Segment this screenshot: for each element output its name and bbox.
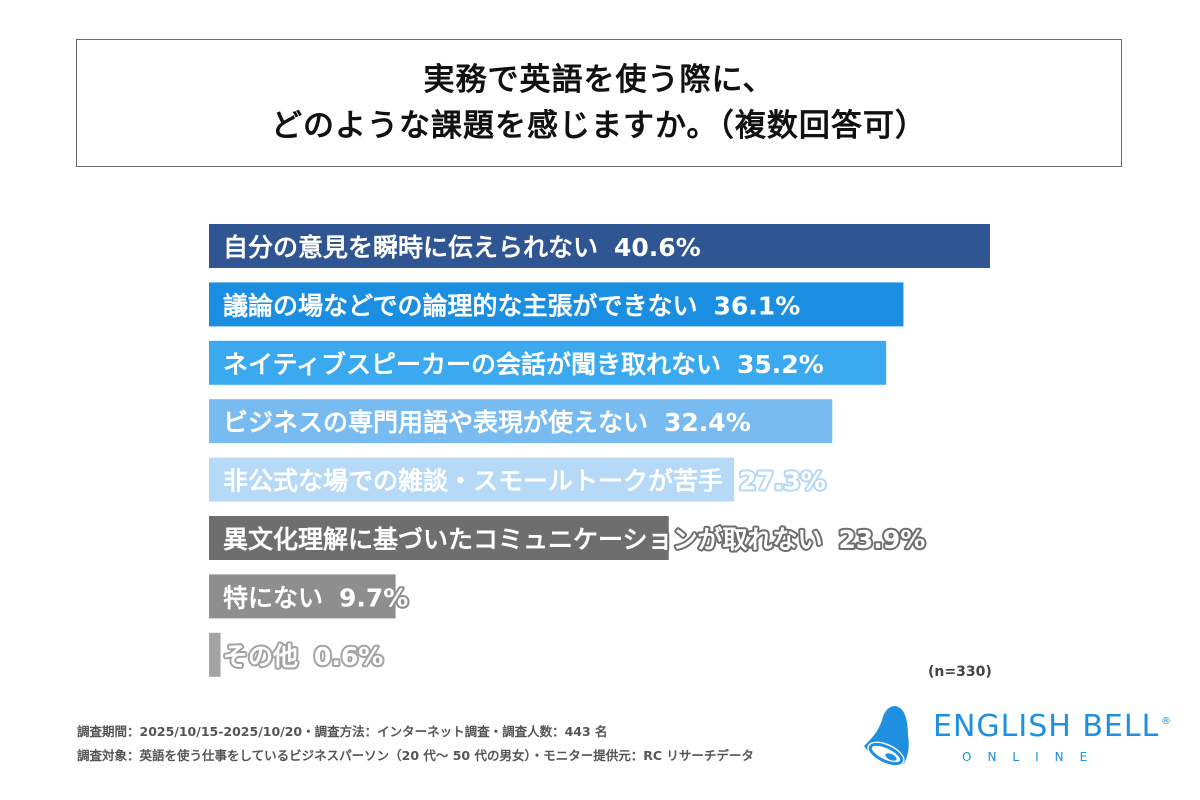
value-label: 9.7% <box>339 583 408 612</box>
category-label: 異文化理解に基づいたコミュニケーションが取れない <box>223 525 823 554</box>
english-bell-logo: ENGLISH BELL ® ONLINE <box>858 702 1171 772</box>
survey-period-note: 調査期間：2025/10/15-2025/10/20・調査方法：インターネット調… <box>77 724 608 739</box>
value-label: 40.6% <box>614 233 701 262</box>
bar <box>209 224 990 268</box>
value-label: 36.1% <box>714 291 801 320</box>
category-label: 自分の意見を瞬時に伝えられない <box>223 233 598 262</box>
category-label: 非公式な場での雑談・スモールトークが苦手 <box>223 467 723 496</box>
value-label: 35.2% <box>737 350 824 379</box>
category-label: 議論の場などでの論理的な主張ができない <box>223 291 698 320</box>
chart-title-box: 実務で英語を使う際に、 どのような課題を感じますか。（複数回答可） <box>76 39 1122 167</box>
bar <box>209 457 735 502</box>
category-label: ネイティブスピーカーの会話が聞き取れない <box>223 350 721 379</box>
chart-title-line-1: 実務で英語を使う際に、 <box>423 62 775 98</box>
category-label: 特にない <box>223 583 323 612</box>
bar <box>209 574 396 619</box>
bar <box>209 340 887 385</box>
logo-text: ENGLISH BELL <box>933 709 1160 744</box>
bell-icon <box>864 706 909 767</box>
value-label: 27.3% <box>739 467 826 496</box>
value-label: 32.4% <box>664 408 751 437</box>
bar <box>209 516 669 560</box>
survey-target-note: 調査対象：英語を使う仕事をしているビジネスパーソン（20 代〜 50 代の男女）… <box>77 748 754 763</box>
registered-mark: ® <box>1161 716 1171 727</box>
category-label: ビジネスの専門用語や表現が使えない <box>223 408 648 437</box>
bar <box>209 632 221 677</box>
value-label: 0.6% <box>314 642 383 671</box>
bar <box>209 282 904 327</box>
bar <box>209 399 833 444</box>
chart-title-line-2: どのような課題を感じますか。（複数回答可） <box>271 108 927 144</box>
category-label: その他 <box>223 642 298 671</box>
value-label: 23.9% <box>839 525 926 554</box>
logo-subtext: ONLINE <box>962 750 1104 764</box>
sample-size-note: (n=330) <box>928 664 992 680</box>
